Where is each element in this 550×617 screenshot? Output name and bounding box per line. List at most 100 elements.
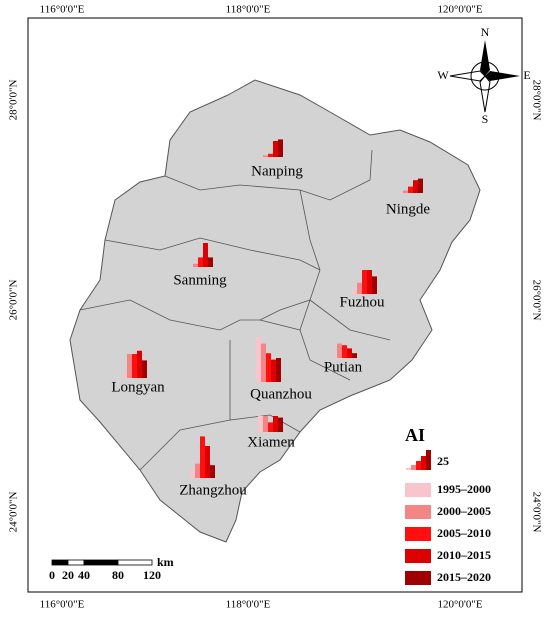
scale-unit: km <box>157 555 174 569</box>
city-label: Putian <box>324 359 363 375</box>
bar <box>271 359 276 382</box>
city-label: Xiamen <box>247 434 295 450</box>
bar <box>337 343 342 358</box>
province <box>69 79 481 543</box>
bar <box>418 178 423 193</box>
bar <box>408 186 413 193</box>
scale-label: 20 <box>62 568 74 582</box>
bar <box>137 350 142 378</box>
bar <box>357 282 362 294</box>
bar <box>352 353 357 358</box>
bar <box>278 417 283 432</box>
bar <box>210 465 215 478</box>
legend-scale-label: 25 <box>437 454 449 468</box>
bar <box>122 374 127 378</box>
legend-label: 1995–2000 <box>437 482 491 496</box>
bar <box>347 348 352 358</box>
longitude-label: 120°0'0"E <box>437 4 482 16</box>
scale-segment <box>117 559 153 566</box>
bar <box>263 155 268 157</box>
scale-segment <box>51 559 69 566</box>
legend-scale-bar <box>426 450 431 470</box>
longitude-label: 118°0'0"E <box>226 4 271 16</box>
bar <box>268 153 273 157</box>
city-label: Ningde <box>386 201 431 217</box>
bar <box>273 141 278 157</box>
bar <box>278 139 283 157</box>
bar <box>203 243 208 267</box>
city-label: Fuzhou <box>340 294 386 310</box>
scale-label: 120 <box>143 568 161 582</box>
legend-swatch <box>405 483 431 497</box>
bar <box>127 354 132 378</box>
legend-label: 2015–2020 <box>437 570 491 584</box>
city-label: Nanping <box>251 163 303 179</box>
scale-segment <box>67 559 85 566</box>
bar <box>372 276 377 294</box>
bar <box>258 416 263 432</box>
bar <box>195 463 200 478</box>
latitude-label: 26°0'0"N <box>8 280 20 321</box>
bar <box>332 356 337 358</box>
legend-swatch <box>405 527 431 541</box>
legend-label: 2010–2015 <box>437 548 491 562</box>
legend-label: 2005–2010 <box>437 526 491 540</box>
bar <box>263 416 268 432</box>
latitude-label: 24°0'0"N <box>530 492 542 533</box>
city-boundary <box>79 149 391 471</box>
compass-icon <box>449 40 520 113</box>
bar <box>142 360 147 378</box>
longitude-label: 120°0'0"E <box>437 599 482 611</box>
latitude-label: 24°0'0"N <box>8 492 20 533</box>
bar <box>198 257 203 267</box>
city-label: Quanzhou <box>250 386 312 402</box>
legend-icon-bar <box>416 461 421 470</box>
scale-label: 0 <box>49 568 55 582</box>
bar <box>208 257 213 267</box>
bar <box>362 270 367 294</box>
latitude-label: 26°0'0"N <box>530 280 542 321</box>
bar <box>273 416 278 432</box>
longitude-label: 118°0'0"E <box>226 599 271 611</box>
city-label: Zhangzhou <box>179 482 247 498</box>
bar <box>266 353 271 382</box>
compass-letter: N <box>481 25 490 39</box>
bar <box>268 422 273 432</box>
bar <box>342 345 347 358</box>
city-label: Sanming <box>173 272 227 288</box>
city-label: Longyan <box>111 379 165 395</box>
bar <box>413 180 418 193</box>
legend-swatch <box>405 505 431 519</box>
legend-icon-bar <box>421 456 426 470</box>
longitude-label: 116°0'0"E <box>40 4 85 16</box>
bar <box>205 446 210 478</box>
bar <box>258 156 263 157</box>
scale-segment <box>83 559 119 566</box>
legend-swatch <box>405 571 431 585</box>
bar <box>200 436 205 478</box>
legend-label: 2000–2005 <box>437 504 491 518</box>
compass-letter: E <box>523 68 530 82</box>
legend-icon-bar <box>406 468 411 470</box>
bar <box>403 190 408 193</box>
latitude-label: 28°0'0"N <box>8 80 20 121</box>
bar <box>352 289 357 294</box>
bar <box>256 337 261 382</box>
longitude-label: 116°0'0"E <box>40 599 85 611</box>
legend-title: AI <box>405 425 425 445</box>
compass-letter: S <box>482 112 489 126</box>
bar <box>261 343 266 382</box>
bar <box>132 354 137 378</box>
bar <box>190 470 195 478</box>
legend-icon-bar <box>411 465 416 470</box>
scale-label: 40 <box>78 568 90 582</box>
bar <box>367 270 372 294</box>
compass-letter: W <box>437 68 449 82</box>
bar <box>193 263 198 267</box>
legend-swatch <box>405 549 431 563</box>
bar <box>276 358 281 382</box>
bar <box>398 191 403 193</box>
scale-label: 80 <box>112 568 124 582</box>
latitude-label: 28°0'0"N <box>530 80 542 121</box>
